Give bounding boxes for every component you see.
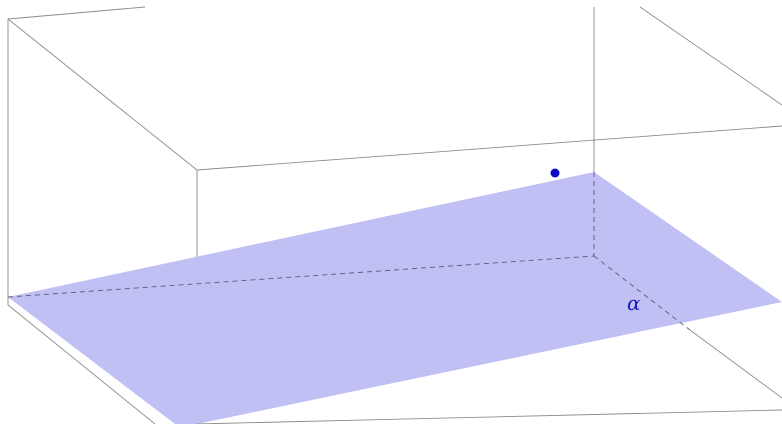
edge-lower-front bbox=[196, 409, 782, 424]
hidden-edges bbox=[7, 172, 691, 331]
edge-bottom-left bbox=[7, 304, 156, 424]
edge-lower-right-diagonal bbox=[689, 329, 782, 399]
lower-edges bbox=[196, 329, 782, 424]
edge-right-top bbox=[639, 6, 782, 106]
edge-left-diagonal bbox=[7, 18, 198, 171]
edge-hidden-back-bottom bbox=[7, 255, 595, 298]
edge-top-back-left bbox=[7, 6, 146, 20]
edge-front-top bbox=[196, 125, 782, 171]
edge-hidden-diagonal bbox=[593, 255, 691, 331]
plane-label: α bbox=[627, 291, 641, 315]
plane-alpha bbox=[8, 172, 782, 424]
point bbox=[550, 168, 560, 178]
